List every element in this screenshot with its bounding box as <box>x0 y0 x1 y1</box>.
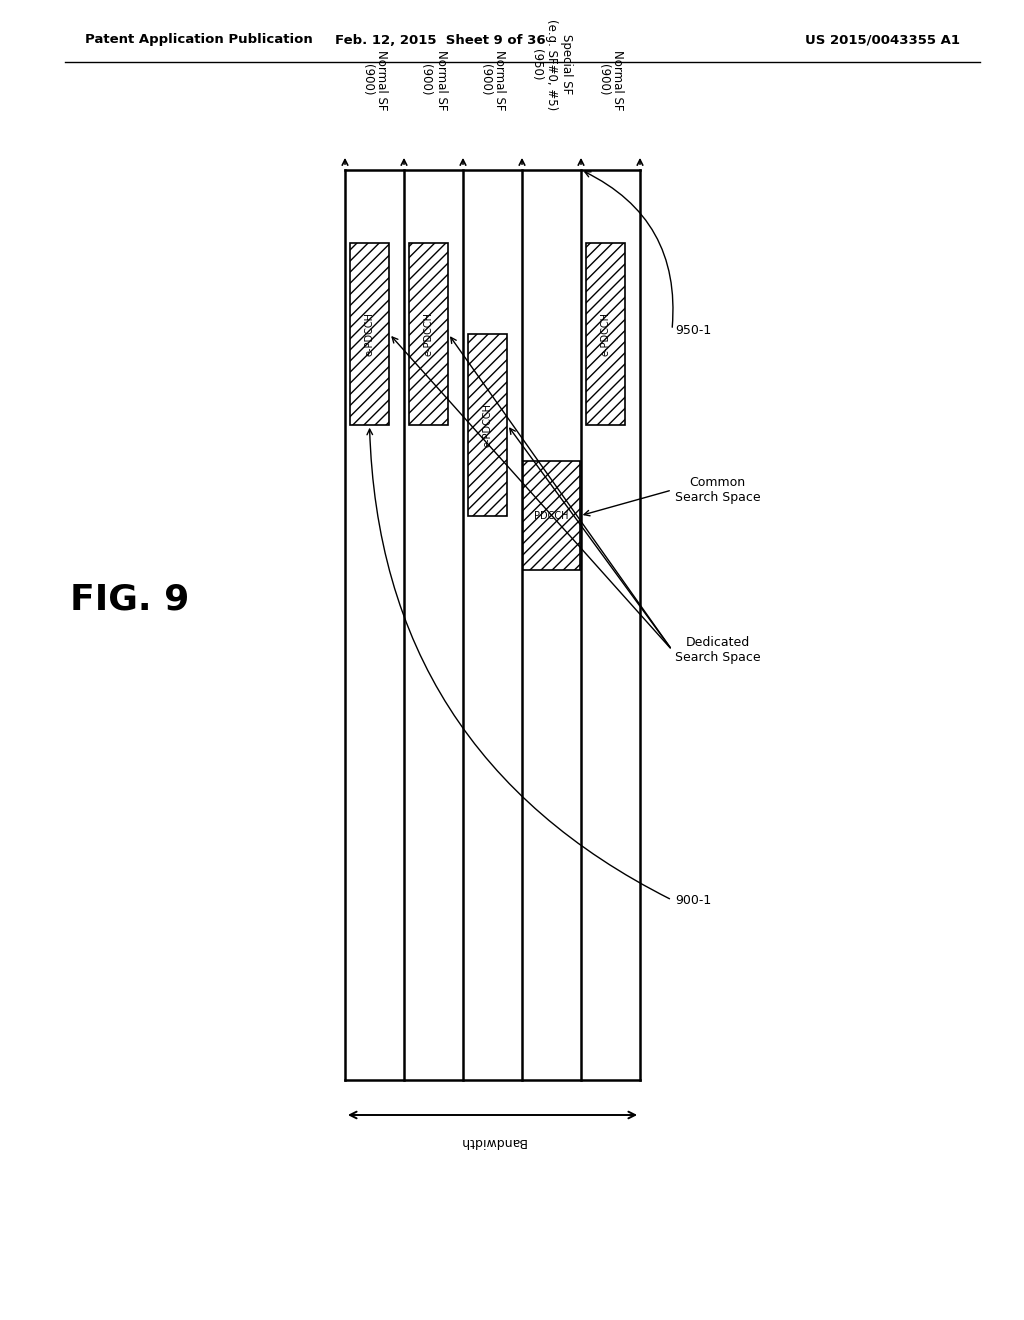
Text: FIG. 9: FIG. 9 <box>71 583 189 616</box>
Text: Common
Search Space: Common Search Space <box>675 477 761 504</box>
Text: Feb. 12, 2015  Sheet 9 of 36: Feb. 12, 2015 Sheet 9 of 36 <box>335 33 546 46</box>
Text: e-PDCCH: e-PDCCH <box>482 403 493 446</box>
Bar <box>468 334 507 516</box>
Text: e-PDCCH: e-PDCCH <box>424 312 433 356</box>
Text: 950-1: 950-1 <box>675 323 712 337</box>
Bar <box>523 461 580 570</box>
Text: Bandwidth: Bandwidth <box>459 1135 526 1148</box>
Text: 900-1: 900-1 <box>675 894 712 907</box>
Text: e-PDCCH: e-PDCCH <box>600 312 610 356</box>
Bar <box>350 243 389 425</box>
Bar <box>409 243 449 425</box>
Text: Patent Application Publication: Patent Application Publication <box>85 33 312 46</box>
Text: Normal SF
(900): Normal SF (900) <box>420 49 447 110</box>
Text: PDCCH: PDCCH <box>535 511 568 521</box>
Text: US 2015/0043355 A1: US 2015/0043355 A1 <box>805 33 961 46</box>
Text: Normal SF
(900): Normal SF (900) <box>478 49 507 110</box>
Bar <box>586 243 626 425</box>
Text: e-PDCCH: e-PDCCH <box>365 312 375 356</box>
Text: Special SF
(e.g. SF#0, #5)
(950): Special SF (e.g. SF#0, #5) (950) <box>530 18 573 110</box>
Text: Dedicated
Search Space: Dedicated Search Space <box>675 636 761 664</box>
Text: Normal SF
(900): Normal SF (900) <box>597 49 625 110</box>
Text: Normal SF
(900): Normal SF (900) <box>360 49 388 110</box>
